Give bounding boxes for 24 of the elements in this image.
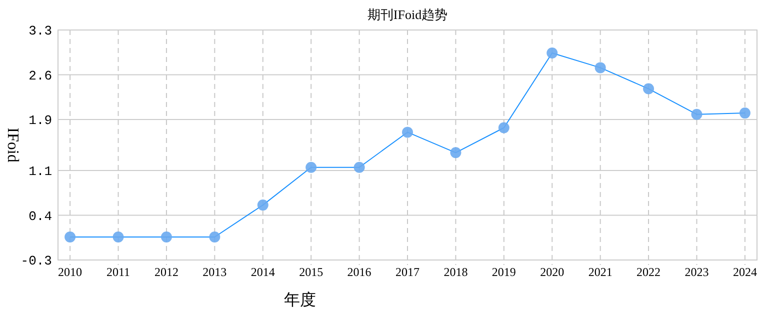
x-tick-label: 2014: [250, 265, 275, 279]
y-tick-label: 1.1: [28, 164, 52, 180]
x-tick-label: 2015: [299, 265, 324, 279]
x-tick-label: 2019: [492, 265, 516, 279]
x-tick-label: 2023: [684, 265, 709, 279]
x-tick-label: 2013: [202, 265, 227, 279]
x-tick-label: 2020: [540, 265, 564, 279]
x-tick-label: 2018: [444, 265, 468, 279]
x-tick-label: 2011: [106, 265, 130, 279]
y-tick-label: 3.3: [28, 24, 52, 39]
x-tick-label: 2021: [588, 265, 612, 279]
x-tick-label: 2016: [347, 265, 372, 279]
x-tick-label: 2022: [636, 265, 661, 279]
x-tick-label: 2012: [154, 265, 178, 279]
x-axis-title: 年度: [284, 291, 316, 309]
x-tick-label: 2017: [396, 265, 420, 279]
y-tick-label: -0.3: [20, 254, 52, 269]
y-tick-label: 2.6: [28, 68, 52, 84]
chart-title: 期刊IFoid趋势: [367, 7, 448, 22]
y-axis-title: IFoid: [4, 128, 21, 162]
y-tick-label: 1.9: [28, 112, 52, 128]
x-tick-label: 2024: [732, 265, 757, 279]
x-tick-label: 2010: [58, 265, 82, 279]
y-tick-label: 0.4: [28, 208, 52, 224]
